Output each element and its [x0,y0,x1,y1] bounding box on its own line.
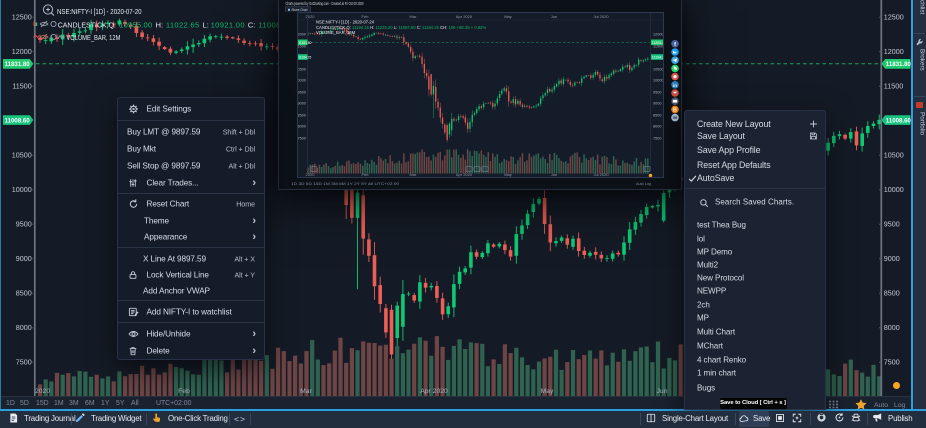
svg-text:Feb: Feb [362,14,370,19]
svg-text:10921.00: 10921.00 [211,20,245,29]
svg-text:12000: 12000 [653,33,663,37]
svg-text:7500: 7500 [16,358,32,367]
svg-text:May: May [504,14,512,19]
svg-text:10500: 10500 [298,68,306,72]
svg-text:L:: L: [203,20,209,29]
svg-text:11831.80: 11831.80 [5,61,31,68]
svg-text:9000: 9000 [298,102,306,106]
svg-text:Feb: Feb [178,388,190,395]
svg-text:C:: C: [248,20,256,29]
svg-text:Auto Log: Auto Log [636,182,651,186]
svg-text:10000: 10000 [298,79,306,83]
svg-text:12500: 12500 [12,13,32,22]
svg-text:11500: 11500 [298,45,306,49]
svg-text:8500: 8500 [884,289,900,298]
svg-text:8500: 8500 [298,114,306,118]
svg-text:12000: 12000 [884,47,904,56]
svg-text:8000: 8000 [298,125,306,129]
svg-text:Charts powered by GoCharting.c: Charts powered by GoCharting.com - Creat… [286,1,364,6]
svg-text:8000: 8000 [653,125,661,129]
svg-text:NSE:NIFTY-I [1D] - 2020-07-24: NSE:NIFTY-I [1D] - 2020-07-24 [316,20,375,25]
svg-text:8500: 8500 [653,114,661,118]
svg-text:Apr 2020: Apr 2020 [456,14,473,19]
svg-text:10000: 10000 [653,79,663,83]
svg-text:11008.64: 11008.64 [258,20,292,29]
svg-text:Apr 2020: Apr 2020 [420,388,448,395]
svg-text:Jun: Jun [551,172,557,177]
svg-text:Share Chart: Share Chart [292,8,308,12]
svg-text:10955.00: 10955.00 [119,20,152,29]
svg-text:2020: 2020 [306,172,316,177]
svg-text:11194.25: 11194.25 [652,56,663,60]
svg-text:9000: 9000 [16,254,32,263]
svg-text:10500: 10500 [12,151,32,160]
svg-text:9500: 9500 [298,91,306,95]
svg-text:11500: 11500 [653,45,663,49]
svg-text:B: B [673,107,677,113]
svg-text:CANDLESTICK,Q:: CANDLESTICK,Q: [58,20,116,29]
svg-text:11194.25: 11194.25 [298,56,311,60]
svg-text:11500: 11500 [884,82,903,91]
svg-text:Jul 2020: Jul 2020 [593,14,609,19]
svg-text:Feb: Feb [362,172,370,177]
svg-text:May: May [541,388,554,395]
svg-text:9500: 9500 [653,91,661,95]
svg-text:Jun: Jun [657,388,668,395]
svg-text:f: f [674,42,676,48]
svg-text:11831.80: 11831.80 [652,41,663,45]
svg-text:Apr 2020: Apr 2020 [456,172,473,177]
svg-text:VOLUME_BAR, 36M: VOLUME_BAR, 36M [316,30,356,35]
svg-text:Mar: Mar [300,388,312,395]
svg-text:11022.65: 11022.65 [166,20,199,29]
svg-text:1D 3D 5D 15D 1M 3M 6M 1: 1D 3D 5D 15D 1M 3M 6M 1Y 2Y 5Y All UTC+0… [291,182,399,186]
svg-text:Jul 2020: Jul 2020 [593,172,609,177]
svg-text:11831.80: 11831.80 [886,61,912,68]
svg-text:7500: 7500 [884,358,900,367]
svg-text:May: May [504,172,512,177]
svg-text:H:: H: [156,20,164,29]
svg-text:11831.80: 11831.80 [298,41,311,45]
svg-text:2020: 2020 [306,14,316,19]
svg-text:7500: 7500 [298,137,306,141]
svg-text:VOLUME_BAR, 12M: VOLUME_BAR, 12M [66,33,120,42]
svg-text:9500: 9500 [16,220,32,229]
svg-text:10500: 10500 [884,151,904,160]
svg-text:CANDLESTICK,Q: 11194.15 H: 112: CANDLESTICK,Q: 11194.15 H: 11225.20 L: 1… [316,25,486,30]
svg-text:Mar: Mar [410,172,418,177]
svg-text:2020: 2020 [35,388,50,395]
svg-text:10000: 10000 [884,185,904,194]
svg-text:Log: Log [894,402,906,409]
svg-text:8500: 8500 [16,289,32,298]
svg-text:Jun: Jun [551,14,557,19]
svg-text:7500: 7500 [653,137,661,141]
svg-text:Auto: Auto [874,402,888,409]
svg-text:11008.60: 11008.60 [5,117,31,124]
svg-text:NSE:NIFTY-I [1D] - 2020-07-20: NSE:NIFTY-I [1D] - 2020-07-20 [57,7,142,16]
svg-text:8000: 8000 [16,323,32,332]
svg-text:12500: 12500 [884,13,904,22]
svg-text:8000: 8000 [884,323,900,332]
svg-text:9500: 9500 [884,220,900,229]
svg-text:12000: 12000 [298,33,306,37]
svg-text:Mar: Mar [410,14,418,19]
svg-text:10000: 10000 [12,185,32,194]
svg-text:10500: 10500 [653,68,663,72]
svg-text:in: in [673,83,677,88]
svg-text:11500: 11500 [12,82,31,91]
svg-text:9000: 9000 [884,254,900,263]
svg-text:12000: 12000 [12,47,32,56]
svg-text:9000: 9000 [653,102,661,106]
svg-text:11008.60: 11008.60 [886,117,912,124]
